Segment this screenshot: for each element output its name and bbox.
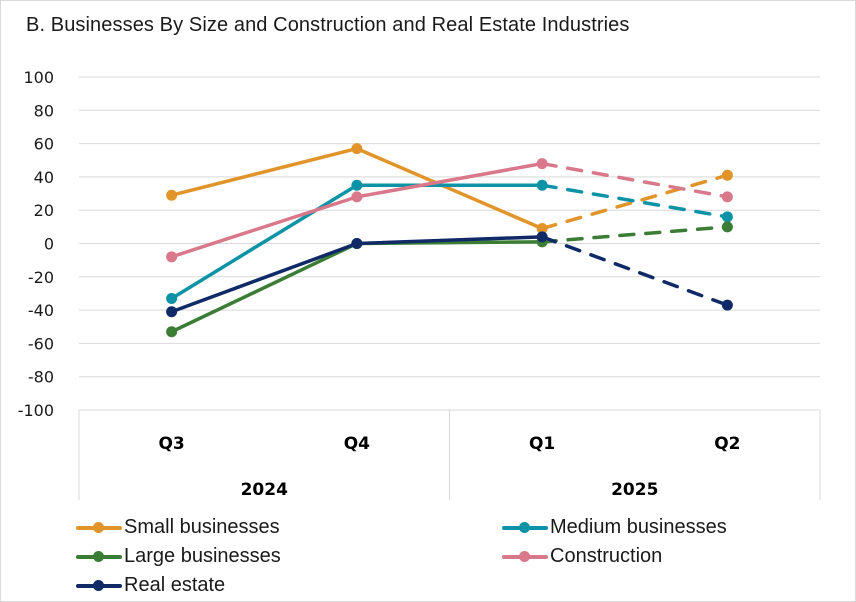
data-point-construction: [166, 251, 178, 263]
x-tick-label: Q2: [714, 434, 740, 454]
legend-item: Small businesses: [76, 516, 280, 539]
y-tick-label: -20: [28, 268, 54, 287]
legend-swatch: [502, 547, 548, 567]
x-group-label: 2025: [611, 480, 658, 500]
data-point-real-estate: [166, 306, 178, 318]
gridlines: [79, 76, 820, 378]
y-tick-label: -40: [28, 301, 54, 320]
y-tick-label: 100: [23, 68, 54, 87]
legend-label: Construction: [550, 545, 663, 567]
legend-label: Medium businesses: [550, 516, 727, 538]
legend-swatch: [76, 518, 122, 538]
x-axis: 2024 2025 Q3 Q4 Q1 Q2: [78, 409, 821, 500]
data-point-medium-businesses: [721, 211, 733, 223]
legend-swatch: [76, 576, 122, 596]
x-tick-label: Q4: [344, 434, 370, 454]
y-tick-label: 0: [44, 235, 54, 254]
data-point-medium-businesses: [166, 292, 178, 304]
series-line-dashed-small-businesses: [540, 173, 730, 231]
data-point-small-businesses: [351, 143, 363, 155]
y-axis-ticks: 100 80 60 40 20 0 -20 -40 -60 -80 -100: [18, 68, 54, 420]
series-lines: [169, 146, 730, 334]
data-point-small-businesses: [721, 169, 733, 181]
series-line-dashed-large-businesses: [540, 225, 730, 244]
chart-title: B. Businesses By Size and Construction a…: [26, 14, 630, 36]
legend-swatch: [502, 518, 548, 538]
data-point-real-estate: [536, 231, 548, 243]
y-tick-label: 20: [34, 201, 54, 220]
y-tick-label: -60: [28, 334, 54, 353]
data-point-medium-businesses: [536, 179, 548, 191]
series-line-dashed-medium-businesses: [540, 183, 730, 219]
data-point-construction: [721, 191, 733, 203]
legend-swatch: [76, 547, 122, 567]
legend: Small businesses Medium businesses Large b…: [0, 512, 856, 602]
data-point-small-businesses: [166, 189, 178, 201]
x-tick-label: Q1: [529, 434, 555, 454]
data-point-construction: [351, 191, 363, 203]
legend-item: Medium businesses: [502, 516, 727, 539]
data-point-construction: [536, 158, 548, 170]
x-tick-label: Q3: [158, 434, 184, 454]
series-line-large-businesses: [169, 240, 544, 334]
data-point-real-estate: [351, 238, 363, 249]
y-tick-label: 60: [34, 135, 54, 154]
y-tick-label: -100: [18, 401, 54, 420]
legend-label: Small businesses: [124, 516, 280, 538]
data-point-large-businesses: [166, 326, 178, 338]
data-point-large-businesses: [721, 221, 733, 233]
x-group-label: 2024: [241, 480, 288, 500]
data-point-real-estate: [721, 299, 733, 311]
legend-item: Construction: [502, 545, 662, 568]
legend-label: Real estate: [124, 574, 226, 596]
series-line-dashed-real-estate: [540, 235, 730, 307]
y-tick-label: 80: [34, 101, 54, 120]
data-point-medium-businesses: [351, 179, 363, 191]
legend-item: Large businesses: [76, 545, 281, 568]
series-line-dashed-construction: [540, 161, 730, 199]
legend-item: Real estate: [76, 574, 225, 597]
series-markers: [166, 143, 733, 338]
data-point-small-businesses: [536, 223, 548, 235]
legend-label: Large businesses: [124, 545, 281, 567]
y-tick-label: 40: [34, 168, 54, 187]
y-tick-label: -80: [28, 368, 54, 387]
